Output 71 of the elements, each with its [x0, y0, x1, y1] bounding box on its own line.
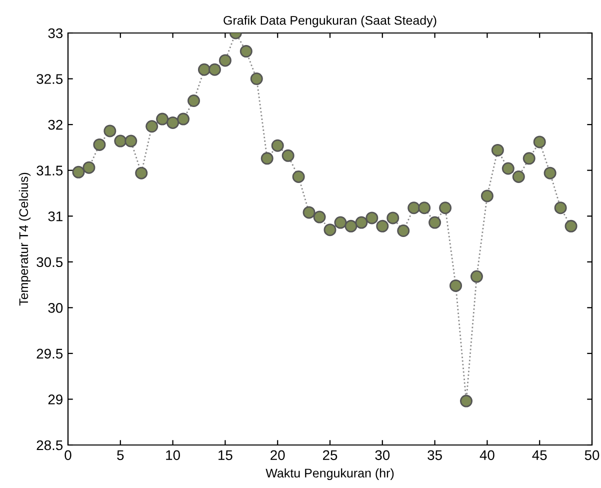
x-tick-label: 45 — [532, 450, 547, 460]
point — [198, 63, 210, 76]
point — [208, 63, 221, 76]
point — [135, 166, 148, 180]
point — [533, 136, 546, 148]
y-tick-label: 29.5 — [36, 348, 63, 359]
y-tick-label: 32 — [48, 120, 62, 130]
point — [188, 94, 200, 107]
y-tick-label: 33 — [48, 28, 63, 38]
point — [450, 279, 462, 292]
point — [418, 202, 431, 214]
y-tick-label: 29 — [48, 394, 62, 404]
point — [512, 170, 525, 183]
point — [470, 270, 483, 283]
x-tick-label: 30 — [375, 450, 390, 460]
y-tick-label: 31.5 — [36, 166, 63, 176]
point — [439, 202, 452, 214]
point — [397, 224, 410, 238]
point — [366, 212, 378, 224]
y-tick-label: 32.5 — [36, 74, 63, 84]
x-tick-label: 0 — [64, 450, 72, 460]
point — [114, 134, 127, 148]
point — [491, 144, 504, 156]
point — [72, 166, 85, 178]
point — [218, 54, 232, 67]
point — [240, 45, 252, 58]
point — [428, 216, 442, 229]
x-axis-title: Waktu Pengukuran (hr) — [266, 468, 394, 480]
x-tick-label: 50 — [584, 450, 600, 460]
point — [82, 161, 96, 174]
point — [324, 224, 336, 236]
x-tick-label: 15 — [218, 450, 232, 460]
y-axis-title: Temperatur T4 (Celcius) — [18, 172, 31, 306]
point — [460, 394, 472, 408]
point — [386, 212, 400, 224]
point — [564, 220, 578, 232]
point — [344, 220, 358, 232]
x-tick-label: 25 — [322, 450, 338, 460]
point — [554, 202, 567, 214]
point — [313, 210, 326, 224]
x-tick-label: 35 — [428, 450, 442, 460]
point — [156, 112, 169, 126]
point — [502, 162, 514, 175]
point — [104, 124, 116, 138]
point — [544, 166, 556, 180]
point — [376, 220, 389, 232]
point — [271, 139, 284, 152]
y-tick-label: 31 — [48, 211, 62, 222]
point — [250, 72, 263, 86]
point — [334, 216, 347, 229]
x-tick-label: 40 — [480, 450, 494, 460]
y-tick-label: 30 — [48, 303, 63, 313]
y-tick-label: 28.5 — [36, 440, 63, 450]
point — [260, 152, 274, 165]
point — [355, 216, 368, 229]
x-tick-label: 20 — [270, 450, 285, 460]
point — [166, 116, 180, 129]
point — [302, 206, 316, 219]
x-tick-label: 5 — [117, 450, 124, 460]
point — [93, 138, 106, 151]
x-tick-label: 10 — [166, 450, 180, 460]
point — [124, 134, 138, 148]
point — [177, 112, 190, 126]
point — [480, 190, 494, 202]
point — [282, 149, 294, 162]
point — [408, 202, 420, 214]
y-tick-label: 30.5 — [36, 257, 63, 268]
point — [522, 152, 536, 165]
point — [292, 170, 305, 183]
point — [146, 120, 158, 133]
chart-title: Grafik Data Pengukuran (Saat Steady) — [224, 16, 436, 28]
